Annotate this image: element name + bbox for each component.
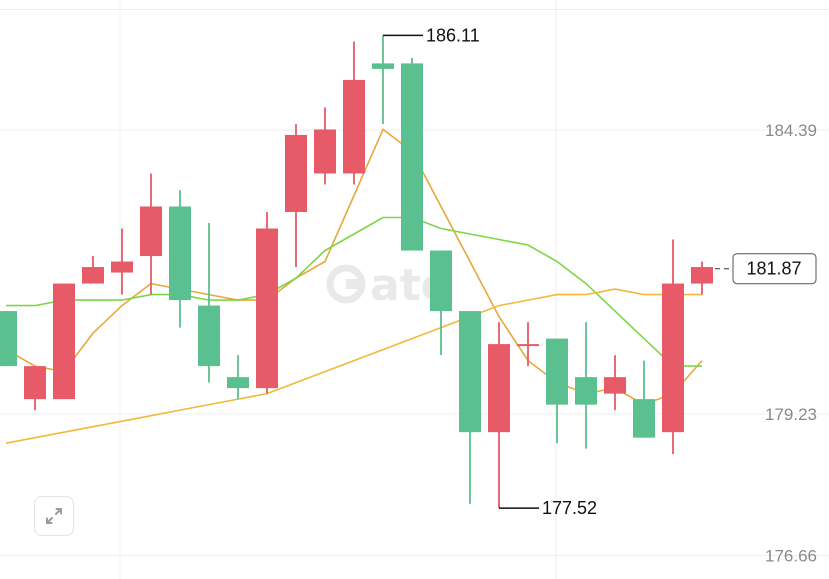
candle [169, 189, 191, 328]
candle [633, 360, 655, 438]
y-axis: 184.39 179.23 176.66 [765, 121, 817, 565]
candle [53, 283, 75, 400]
candle [691, 261, 713, 295]
moving-average-line [5, 288, 702, 444]
y-axis-tick-label: 176.66 [765, 546, 817, 565]
candle [0, 311, 17, 367]
candle-body [662, 283, 684, 433]
candle-body [575, 377, 597, 405]
high-price-label: 186.11 [426, 25, 480, 45]
candle-body [169, 206, 191, 301]
candle-body [285, 134, 307, 213]
candle-body [82, 267, 104, 284]
candle [662, 239, 684, 455]
candle-body [430, 250, 452, 312]
candle [372, 35, 394, 124]
low-price-label: 177.52 [542, 498, 597, 518]
candles [0, 35, 713, 509]
candle-body [111, 261, 133, 273]
candle [111, 228, 133, 295]
candle [430, 250, 452, 356]
candle [604, 355, 626, 411]
candle-body [256, 228, 278, 389]
candle [314, 107, 336, 185]
candle-body [401, 63, 423, 251]
candle-body [459, 311, 481, 433]
price-annotations: 186.11 177.52 181.87 [383, 25, 817, 518]
candle [575, 322, 597, 449]
candle-body [0, 311, 17, 367]
candle-body [198, 305, 220, 367]
last-price-box [732, 253, 817, 285]
moving-average-line [6, 216, 702, 367]
candle [285, 123, 307, 268]
candle-body [604, 377, 626, 394]
candle [488, 322, 510, 509]
candle-body [691, 267, 713, 284]
candle [82, 256, 104, 284]
candle-body [343, 79, 365, 174]
candle-body [24, 366, 46, 400]
candle [343, 41, 365, 185]
candle-body [546, 338, 568, 405]
candle-body [633, 399, 655, 438]
candle [198, 223, 220, 383]
candle [546, 338, 568, 444]
candle-body [372, 63, 394, 69]
candle [256, 212, 278, 394]
candle [24, 366, 46, 411]
y-axis-tick-label: 179.23 [765, 405, 817, 424]
candle [401, 57, 423, 251]
expand-arrows-icon [46, 508, 62, 524]
candle-body [488, 344, 510, 433]
candle-body [227, 377, 249, 389]
candle-body [517, 344, 539, 347]
y-axis-tick-label: 184.39 [765, 121, 817, 140]
expand-button[interactable] [34, 496, 74, 536]
candle [140, 173, 162, 295]
last-price-label: 181.87 [746, 259, 801, 279]
candle-body [140, 206, 162, 257]
candle [459, 311, 481, 504]
candle [517, 322, 539, 367]
candle [227, 355, 249, 400]
candle-body [53, 283, 75, 400]
candle-body [314, 129, 336, 174]
